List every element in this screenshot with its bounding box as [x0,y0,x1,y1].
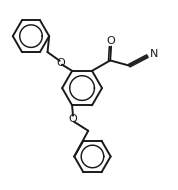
Text: O: O [56,58,65,68]
Text: O: O [69,114,77,124]
Text: O: O [107,36,116,46]
Text: N: N [150,49,158,59]
